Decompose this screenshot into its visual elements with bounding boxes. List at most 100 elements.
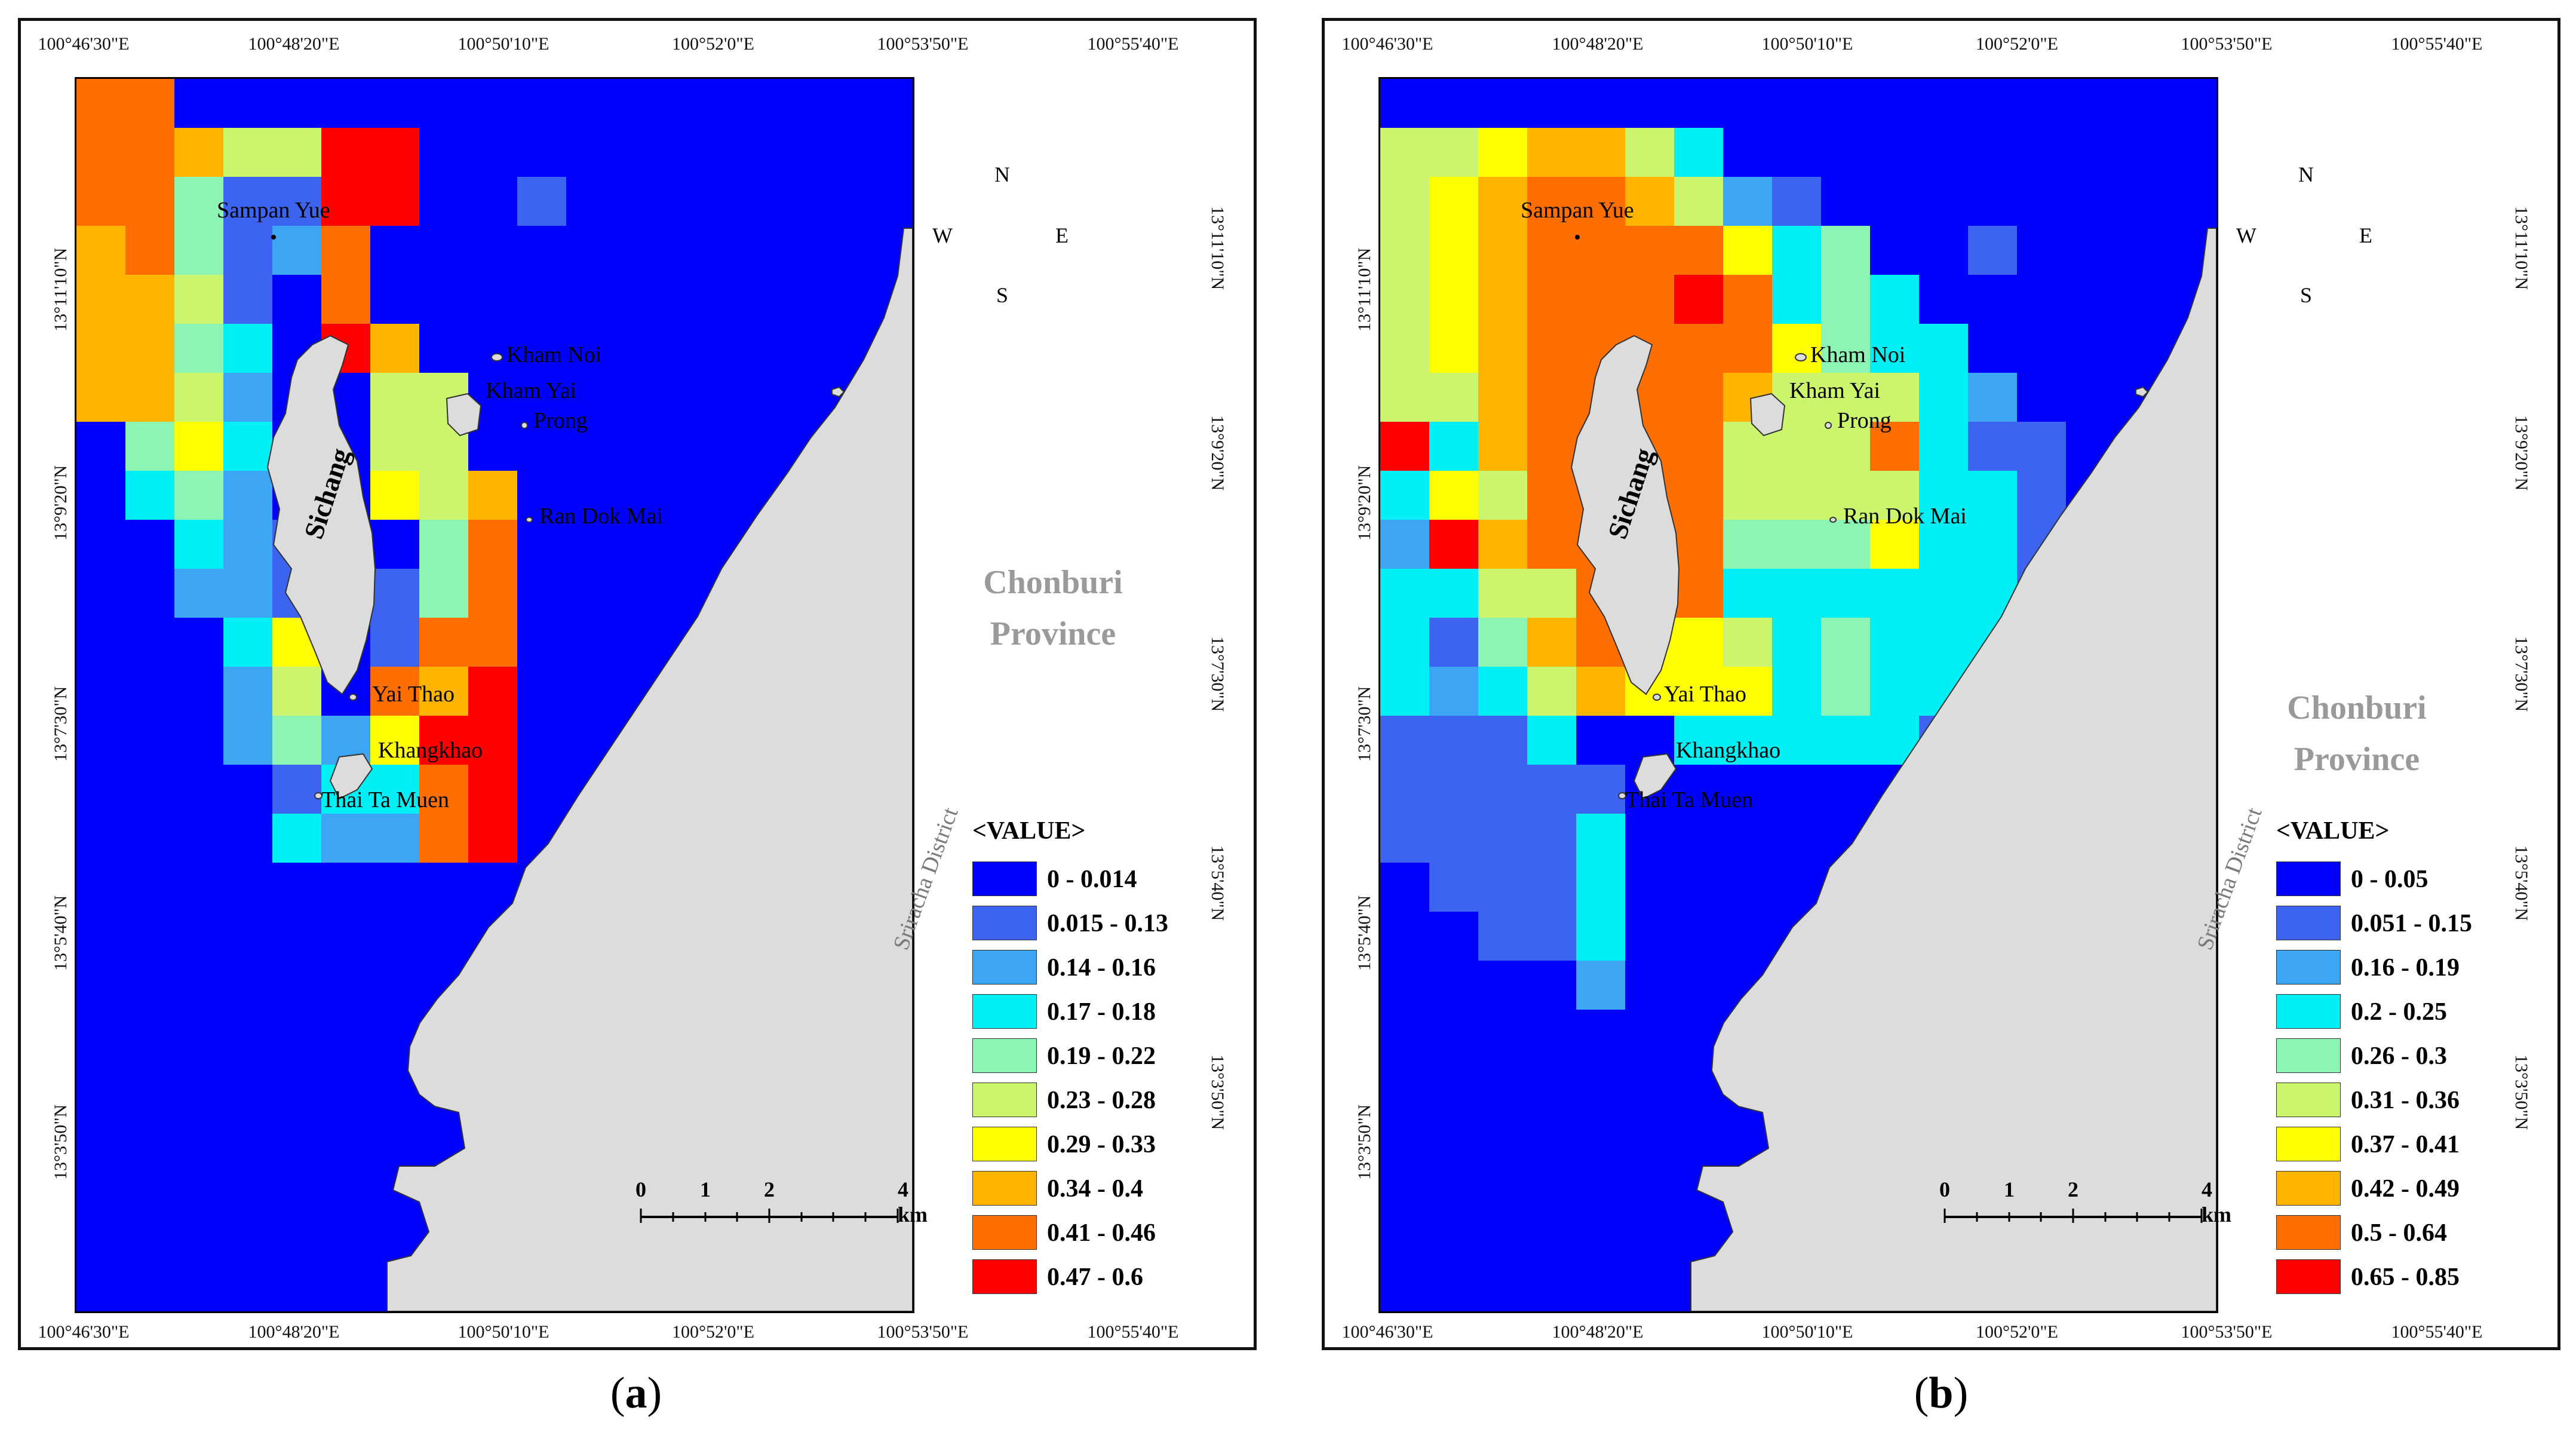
lat-tick-left: 13°7'30"N	[1355, 686, 1374, 762]
raster-cell	[321, 814, 370, 863]
raster-cell	[419, 765, 468, 814]
raster-cell	[1870, 569, 1919, 618]
lat-tick-right: 13°7'30"N	[2511, 636, 2531, 712]
legend-title: <VALUE>	[2276, 817, 2390, 845]
legend-swatch	[2276, 1083, 2341, 1117]
legend-label: 0.2 - 0.25	[2351, 998, 2447, 1026]
place-label: Khangkhao	[378, 738, 483, 763]
legend-label: 0 - 0.014	[1047, 866, 1137, 893]
raster-cell	[1772, 667, 1821, 716]
raster-cell	[1870, 422, 1919, 471]
raster-cell	[223, 422, 272, 471]
raster-cell	[1772, 471, 1821, 520]
lon-tick-top: 100°53'50"E	[877, 34, 969, 54]
lat-tick-right: 13°5'40"N	[2511, 845, 2531, 921]
raster-cell	[1380, 569, 1429, 618]
lon-tick-bottom: 100°53'50"E	[2181, 1322, 2273, 1342]
scale-label: 2	[764, 1178, 775, 1201]
raster-cell	[370, 667, 419, 716]
raster-cell	[1429, 471, 1478, 520]
scale-label: 2	[2068, 1178, 2078, 1201]
raster-cell	[1919, 569, 1968, 618]
raster-cell	[1478, 863, 1527, 912]
legend-swatch	[2276, 1259, 2341, 1294]
raster-cell	[1380, 324, 1429, 373]
raster-cell	[223, 275, 272, 324]
raster-cell	[1478, 912, 1527, 961]
province-label: Chonburi Province	[2287, 689, 2427, 778]
raster-cell	[1870, 275, 1919, 324]
raster-cell	[1674, 422, 1723, 471]
raster-cell	[1478, 177, 1527, 226]
raster-cell	[468, 667, 517, 716]
raster-cell	[1919, 618, 1968, 667]
kham-noi-islet	[491, 353, 503, 361]
raster-cell	[223, 471, 272, 520]
raster-cell	[125, 226, 174, 275]
raster-cell	[1478, 226, 1527, 275]
raster-cell	[1919, 324, 1968, 373]
raster-cell	[1380, 814, 1429, 863]
prong-islet	[1825, 422, 1832, 429]
raster-cell	[223, 569, 272, 618]
raster-cell	[370, 765, 419, 814]
place-label: Khangkhao	[1676, 738, 1781, 763]
raster-cell	[1380, 471, 1429, 520]
raster-cell	[1380, 275, 1429, 324]
compass-south-label: S	[996, 283, 1009, 307]
lon-tick-bottom: 100°50'10"E	[1761, 1322, 1853, 1342]
raster-cell	[1772, 324, 1821, 373]
kham-yai-island	[446, 393, 482, 437]
raster-cell	[1674, 667, 1723, 716]
place-label: Ran Dok Mai	[1843, 504, 1967, 529]
raster-cell	[1527, 226, 1576, 275]
sichang-island	[266, 335, 376, 695]
raster-cell	[1478, 422, 1527, 471]
raster-cell	[272, 177, 321, 226]
raster-cell	[1429, 863, 1478, 912]
lat-tick-left: 13°3'50"N	[51, 1104, 70, 1180]
raster-cell	[1527, 177, 1576, 226]
raster-cell	[1968, 422, 2017, 471]
raster-cell	[1429, 765, 1478, 814]
raster-cell	[1821, 275, 1870, 324]
raster-cell	[272, 814, 321, 863]
place-label: Thai Ta Muen	[321, 787, 450, 812]
place-label: Sampan Yue	[217, 198, 330, 223]
raster-cell	[125, 373, 174, 422]
compass-north-label: N	[2298, 162, 2314, 186]
lat-tick-right: 13°3'50"N	[1208, 1054, 1227, 1130]
scale-label: 0	[635, 1178, 646, 1201]
place-label: Kham Yai	[1789, 378, 1881, 403]
raster-cell	[370, 716, 419, 765]
legend-swatch	[972, 1171, 1037, 1206]
small-islet	[831, 386, 845, 398]
kham-yai-island	[1749, 393, 1786, 437]
scale-bar	[640, 1209, 899, 1223]
legend-label: 0.16 - 0.19	[2351, 954, 2460, 982]
compass-north-label: N	[994, 162, 1010, 186]
lat-tick-right: 13°5'40"N	[1208, 845, 1227, 921]
raster-cell	[174, 177, 223, 226]
raster-cell	[1870, 471, 1919, 520]
legend-label: 0.17 - 0.18	[1047, 998, 1156, 1026]
raster-cell	[174, 569, 223, 618]
legend-label: 0.14 - 0.16	[1047, 954, 1156, 982]
raster-cell	[1821, 716, 1870, 765]
raster-cell	[174, 324, 223, 373]
raster-cell	[174, 226, 223, 275]
scale-bar	[1943, 1209, 2203, 1223]
scale-label: 1	[700, 1178, 711, 1201]
legend-swatch	[972, 1038, 1037, 1073]
raster-cell	[1968, 226, 2017, 275]
raster-cell	[1478, 471, 1527, 520]
map-panel-a: 100°46'30"E 100°48'20"E 100°50'10"E 100°…	[18, 18, 1257, 1350]
lat-tick-left: 13°7'30"N	[51, 686, 70, 762]
legend-label: 0.5 - 0.64	[2351, 1219, 2447, 1247]
raster-cell	[76, 275, 125, 324]
raster-cell	[1723, 569, 1772, 618]
raster-cell	[1527, 863, 1576, 912]
raster-cell	[1772, 569, 1821, 618]
raster-cell	[370, 814, 419, 863]
place-label: Sampan Yue	[1521, 198, 1634, 223]
